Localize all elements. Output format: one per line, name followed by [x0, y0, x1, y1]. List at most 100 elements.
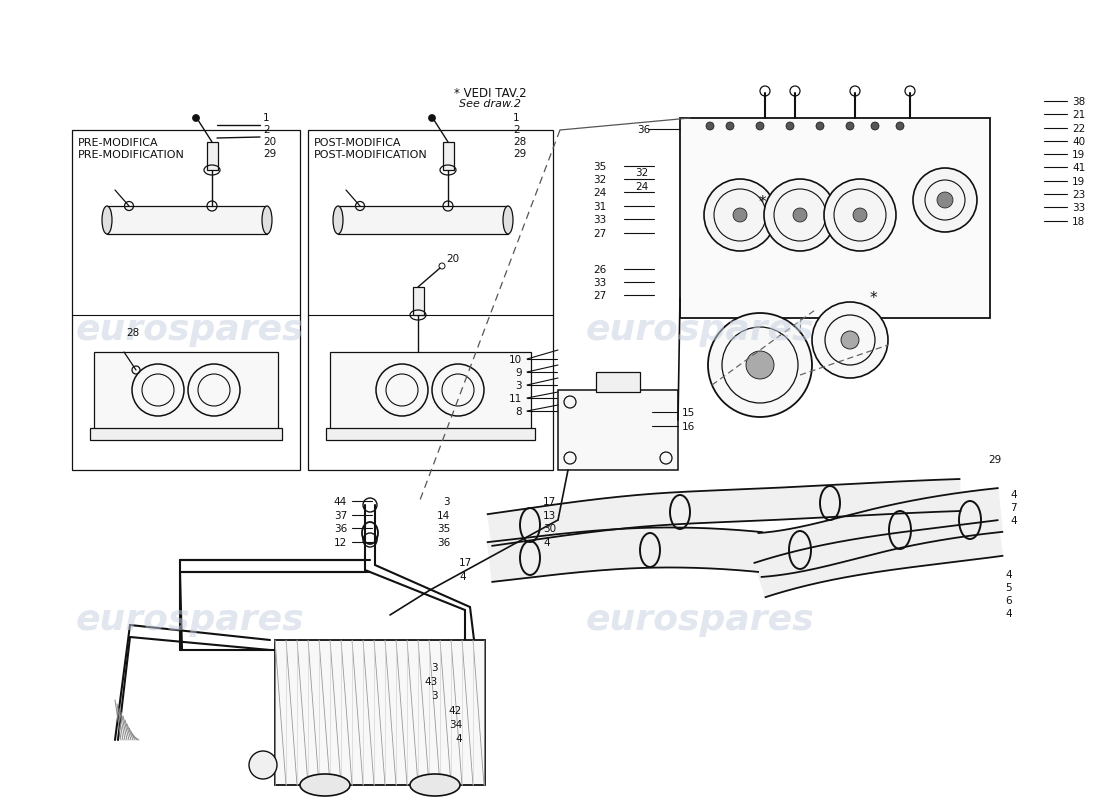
Text: 16: 16 [682, 422, 695, 432]
Text: 10: 10 [509, 355, 522, 365]
Circle shape [937, 192, 953, 208]
Circle shape [824, 179, 896, 251]
Text: *: * [869, 291, 877, 306]
Text: *: * [758, 194, 766, 210]
Text: 32: 32 [635, 168, 648, 178]
Bar [207, 142, 218, 170]
Text: 24: 24 [635, 182, 648, 192]
Circle shape [249, 751, 277, 779]
Text: 1: 1 [513, 113, 519, 123]
Ellipse shape [410, 774, 460, 796]
Text: 4: 4 [1010, 490, 1016, 500]
Text: 3: 3 [443, 497, 450, 507]
Text: POST-MODIFICA: POST-MODIFICA [314, 138, 402, 148]
Text: 26: 26 [593, 265, 606, 275]
Text: 4: 4 [543, 538, 550, 548]
Circle shape [756, 122, 764, 130]
Circle shape [852, 208, 867, 222]
Circle shape [429, 114, 436, 122]
Text: 36: 36 [437, 538, 450, 548]
Text: 36: 36 [637, 125, 650, 135]
Bar [107, 206, 267, 234]
Text: 2: 2 [263, 125, 270, 135]
Text: 21: 21 [1072, 110, 1086, 120]
Text: 29: 29 [513, 149, 526, 159]
Bar [72, 130, 300, 470]
Ellipse shape [102, 206, 112, 234]
Text: 12: 12 [333, 538, 346, 548]
Text: 11: 11 [508, 394, 522, 404]
Text: 19: 19 [1072, 177, 1086, 187]
Text: 44: 44 [333, 497, 346, 507]
Circle shape [812, 302, 888, 378]
Text: 32: 32 [593, 175, 606, 185]
Ellipse shape [300, 774, 350, 796]
Text: 7: 7 [1010, 503, 1016, 513]
Ellipse shape [503, 206, 513, 234]
Circle shape [842, 331, 859, 349]
Bar [338, 206, 508, 234]
Bar [90, 428, 282, 440]
Text: 4: 4 [459, 572, 465, 582]
Text: 13: 13 [543, 511, 557, 521]
Text: 3: 3 [431, 691, 438, 701]
Text: 33: 33 [1072, 203, 1086, 213]
Text: 4: 4 [1005, 570, 1012, 580]
Circle shape [786, 122, 794, 130]
Text: 33: 33 [593, 278, 606, 288]
Polygon shape [755, 520, 1002, 597]
Circle shape [913, 168, 977, 232]
Text: 27: 27 [593, 229, 606, 239]
Text: 31: 31 [593, 202, 606, 212]
Bar [308, 130, 553, 470]
Bar [443, 142, 454, 170]
Text: PRE-MODIFICATION: PRE-MODIFICATION [78, 150, 185, 160]
Text: 17: 17 [459, 558, 472, 568]
Text: eurospares: eurospares [585, 603, 814, 637]
Text: 19: 19 [1072, 150, 1086, 160]
Ellipse shape [333, 206, 343, 234]
Bar [596, 372, 640, 392]
Bar [680, 118, 990, 318]
Circle shape [192, 114, 199, 122]
Text: 29: 29 [988, 455, 1001, 465]
Text: 35: 35 [437, 524, 450, 534]
Bar [330, 352, 531, 434]
Text: 18: 18 [1072, 217, 1086, 227]
Polygon shape [758, 488, 1002, 577]
Text: 24: 24 [593, 188, 606, 198]
Bar [412, 287, 424, 315]
Text: POST-MODIFICATION: POST-MODIFICATION [314, 150, 428, 160]
Text: 4: 4 [455, 734, 462, 744]
Text: 34: 34 [449, 720, 462, 730]
Text: 38: 38 [1072, 97, 1086, 107]
Bar [558, 390, 678, 470]
Circle shape [871, 122, 879, 130]
Bar [94, 352, 278, 434]
Circle shape [896, 122, 904, 130]
Text: 43: 43 [425, 677, 438, 687]
Text: 4: 4 [1005, 609, 1012, 619]
Circle shape [733, 208, 747, 222]
Text: 41: 41 [1072, 163, 1086, 173]
Text: 3: 3 [516, 381, 522, 391]
Text: 28: 28 [513, 137, 526, 147]
Circle shape [746, 351, 774, 379]
Polygon shape [487, 479, 960, 546]
Text: 28: 28 [126, 328, 140, 338]
Circle shape [704, 179, 776, 251]
Circle shape [793, 208, 807, 222]
Text: * VEDI TAV.2: * VEDI TAV.2 [453, 87, 526, 100]
Text: 37: 37 [333, 511, 346, 521]
Text: PRE-MODIFICA: PRE-MODIFICA [78, 138, 158, 148]
Circle shape [708, 313, 812, 417]
Circle shape [816, 122, 824, 130]
Text: 14: 14 [437, 511, 450, 521]
Text: 15: 15 [682, 408, 695, 418]
Text: 20: 20 [263, 137, 276, 147]
Text: 6: 6 [1005, 596, 1012, 606]
Text: 5: 5 [1005, 583, 1012, 593]
Text: 8: 8 [516, 407, 522, 417]
Circle shape [706, 122, 714, 130]
Text: 22: 22 [1072, 124, 1086, 134]
